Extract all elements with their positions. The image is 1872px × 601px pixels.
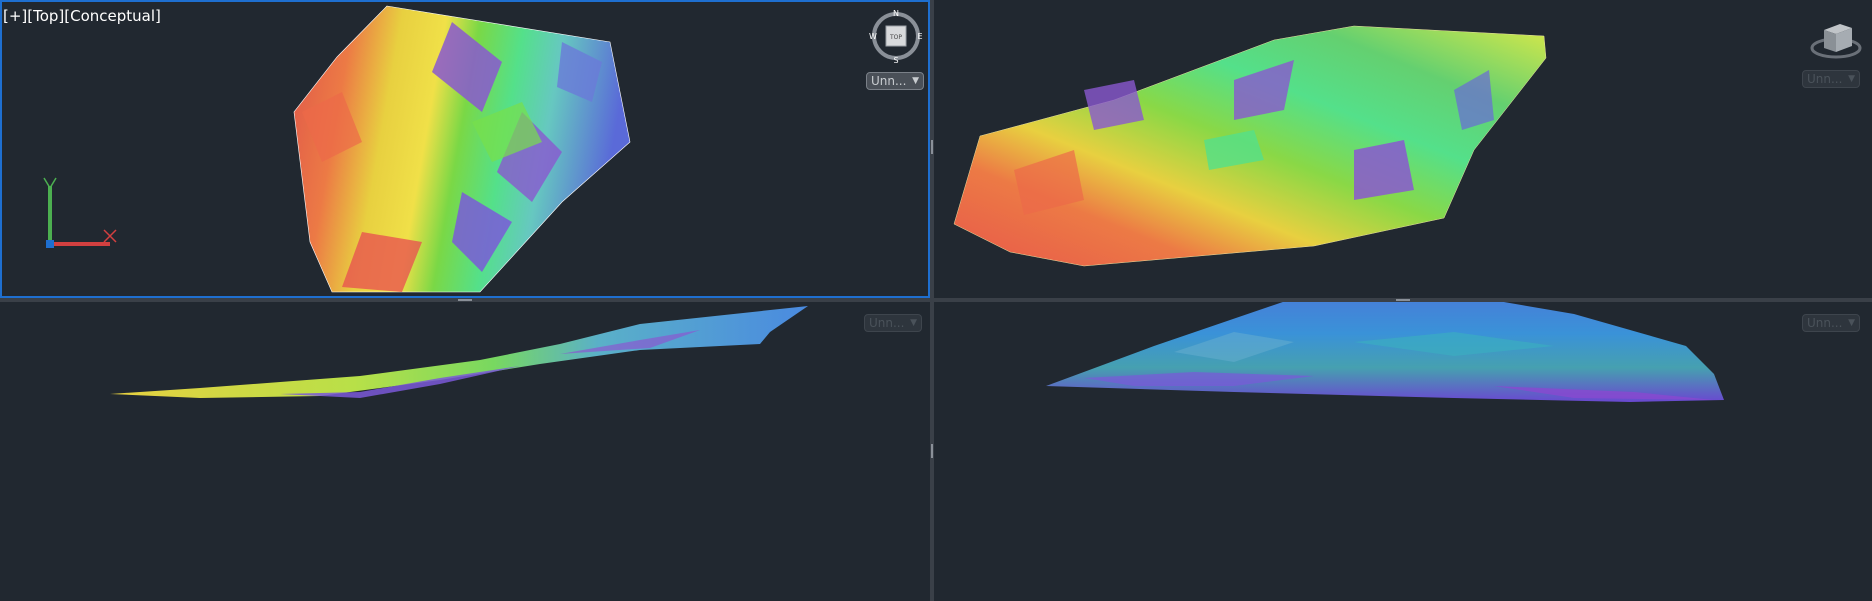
named-view-label: Unn... — [1807, 72, 1843, 86]
compass-north: N — [893, 9, 899, 18]
surface-perspective-view — [953, 25, 1547, 267]
compass-east: E — [917, 32, 922, 41]
viewport-top[interactable]: [+][Top][Conceptual] TOP N S E W Unn... … — [0, 0, 930, 298]
named-view-label: Unn... — [869, 316, 905, 330]
chevron-down-icon: ▼ — [1848, 318, 1855, 328]
named-view-dropdown[interactable]: Unn... ▼ — [1802, 70, 1860, 88]
compass-west: W — [869, 32, 877, 41]
chevron-down-icon: ▼ — [912, 76, 919, 86]
viewport-front[interactable]: Unn... ▼ — [0, 302, 930, 601]
viewcube-compass[interactable]: TOP N S E W — [868, 8, 924, 64]
splitter-grip[interactable] — [1396, 299, 1410, 301]
ucs-icon — [43, 177, 117, 248]
chevron-down-icon: ▼ — [910, 318, 917, 328]
named-view-dropdown[interactable]: Unn... ▼ — [1802, 314, 1860, 332]
viewport-perspective[interactable]: Unn... ▼ — [934, 0, 1872, 298]
viewcube-face-label: TOP — [889, 34, 902, 41]
splitter-grip[interactable] — [931, 140, 933, 154]
viewport-side[interactable]: Unn... ▼ — [934, 302, 1872, 601]
surface-side-view — [1046, 302, 1724, 402]
viewcube-3d[interactable] — [1808, 14, 1864, 62]
surface-front-view — [110, 306, 808, 398]
named-view-label: Unn... — [1807, 316, 1843, 330]
splitter-grip[interactable] — [931, 444, 933, 458]
splitter-grip[interactable] — [458, 299, 472, 301]
chevron-down-icon: ▼ — [1848, 74, 1855, 84]
horizontal-splitter[interactable] — [0, 298, 1872, 302]
named-view-dropdown[interactable]: Unn... ▼ — [864, 314, 922, 332]
named-view-dropdown[interactable]: Unn... ▼ — [866, 72, 924, 90]
surface-top-view — [293, 5, 631, 293]
named-view-label: Unn... — [871, 74, 907, 88]
compass-south: S — [893, 56, 898, 64]
viewport-label[interactable]: [+][Top][Conceptual] — [3, 7, 161, 25]
